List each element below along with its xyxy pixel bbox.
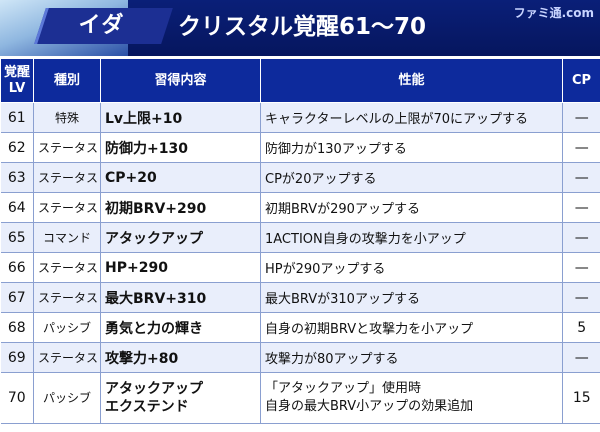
- cell-type: ステータス: [33, 342, 101, 373]
- cell-cp: —: [562, 132, 600, 163]
- column-header-cp: CP: [562, 58, 600, 103]
- table-row: 64 ステータス 初期BRV+290 初期BRVが290アップする —: [0, 192, 600, 223]
- column-header-type: 種別: [33, 58, 101, 103]
- title-banner: イダ クリスタル覚醒61〜70 ファミ通.com: [0, 0, 600, 56]
- cell-cp: —: [562, 162, 600, 193]
- cell-lv: 67: [0, 282, 34, 313]
- cell-effect: 「アタックアップ」使用時 自身の最大BRV小アップの効果追加: [260, 372, 563, 424]
- cell-effect: 1ACTION自身の攻撃力を小アップ: [260, 222, 563, 253]
- cell-effect-line1: 「アタックアップ」使用時: [265, 381, 422, 396]
- cell-lv: 64: [0, 192, 34, 223]
- cell-lv: 61: [0, 102, 34, 133]
- cell-type: パッシブ: [33, 312, 101, 343]
- cell-skill: 勇気と力の輝き: [100, 312, 261, 343]
- table-row: 65 コマンド アタックアップ 1ACTION自身の攻撃力を小アップ —: [0, 222, 600, 253]
- cell-skill: アタックアップ エクステンド: [100, 372, 261, 424]
- cell-effect: 防御力が130アップする: [260, 132, 563, 163]
- column-header-lv: 覚醒 LV: [0, 58, 34, 103]
- character-name: イダ: [78, 13, 126, 38]
- table-row: 67 ステータス 最大BRV+310 最大BRVが310アップする —: [0, 282, 600, 313]
- cell-lv: 63: [0, 162, 34, 193]
- table-row: 62 ステータス 防御力+130 防御力が130アップする —: [0, 132, 600, 163]
- cell-type: ステータス: [33, 132, 101, 163]
- cell-type: 特殊: [33, 102, 101, 133]
- cell-cp: —: [562, 192, 600, 223]
- cell-cp: —: [562, 222, 600, 253]
- table-row: 61 特殊 Lv上限+10 キャラクターレベルの上限が70にアップする —: [0, 102, 600, 133]
- cell-effect: キャラクターレベルの上限が70にアップする: [260, 102, 563, 133]
- cell-skill: 攻撃力+80: [100, 342, 261, 373]
- cell-cp: —: [562, 342, 600, 373]
- cell-cp: 5: [562, 312, 600, 343]
- cell-effect: CPが20アップする: [260, 162, 563, 193]
- table-row: 69 ステータス 攻撃力+80 攻撃力が80アップする —: [0, 342, 600, 373]
- cell-skill: アタックアップ: [100, 222, 261, 253]
- cell-effect: 初期BRVが290アップする: [260, 192, 563, 223]
- cell-skill: 初期BRV+290: [100, 192, 261, 223]
- cell-cp: —: [562, 102, 600, 133]
- cell-skill: 最大BRV+310: [100, 282, 261, 313]
- cell-cp: —: [562, 252, 600, 283]
- cell-skill: HP+290: [100, 252, 261, 283]
- awakening-table: 覚醒 LV 種別 習得内容 性能 CP 61 特殊 Lv上限+10 キャラクター…: [0, 58, 600, 424]
- cell-type: コマンド: [33, 222, 101, 253]
- cell-effect: 攻撃力が80アップする: [260, 342, 563, 373]
- cell-type: ステータス: [33, 252, 101, 283]
- cell-type: ステータス: [33, 282, 101, 313]
- table-row: 66 ステータス HP+290 HPが290アップする —: [0, 252, 600, 283]
- cell-cp: —: [562, 282, 600, 313]
- column-header-lv-line1: 覚醒: [3, 64, 30, 80]
- cell-effect: 最大BRVが310アップする: [260, 282, 563, 313]
- page-title: クリスタル覚醒61〜70: [178, 14, 427, 40]
- cell-skill: CP+20: [100, 162, 261, 193]
- table-row: 63 ステータス CP+20 CPが20アップする —: [0, 162, 600, 193]
- cell-lv: 68: [0, 312, 34, 343]
- cell-effect: 自身の初期BRVと攻撃力を小アップ: [260, 312, 563, 343]
- cell-lv: 70: [0, 372, 34, 424]
- cell-lv: 69: [0, 342, 34, 373]
- cell-skill-line2: エクステンド: [105, 399, 189, 415]
- cell-skill-line1: アタックアップ: [105, 381, 203, 397]
- site-watermark: ファミ通.com: [513, 6, 594, 20]
- cell-effect-line2: 自身の最大BRV小アップの効果追加: [265, 399, 474, 414]
- cell-type: ステータス: [33, 192, 101, 223]
- table-row: 70 パッシブ アタックアップ エクステンド 「アタックアップ」使用時 自身の最…: [0, 372, 600, 424]
- cell-skill: Lv上限+10: [100, 102, 261, 133]
- cell-lv: 65: [0, 222, 34, 253]
- cell-cp: 15: [562, 372, 600, 424]
- cell-type: ステータス: [33, 162, 101, 193]
- table-row: 68 パッシブ 勇気と力の輝き 自身の初期BRVと攻撃力を小アップ 5: [0, 312, 600, 343]
- table-header-row: 覚醒 LV 種別 習得内容 性能 CP: [0, 58, 600, 103]
- cell-effect: HPが290アップする: [260, 252, 563, 283]
- cell-lv: 62: [0, 132, 34, 163]
- column-header-skill: 習得内容: [100, 58, 261, 103]
- column-header-lv-line2: LV: [8, 80, 26, 96]
- cell-skill: 防御力+130: [100, 132, 261, 163]
- cell-lv: 66: [0, 252, 34, 283]
- column-header-effect: 性能: [260, 58, 563, 103]
- cell-type: パッシブ: [33, 372, 101, 424]
